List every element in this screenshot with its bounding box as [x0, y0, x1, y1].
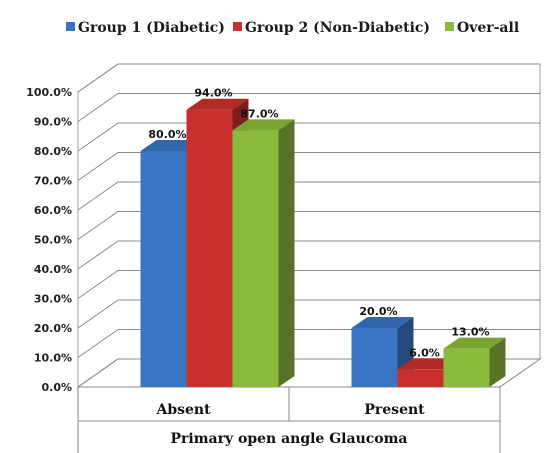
y-tick-label: 40.0%: [34, 263, 72, 276]
gridline: [77, 299, 540, 329]
legend-label: Group 1 (Diabetic): [78, 20, 225, 36]
y-tick-label: 50.0%: [34, 234, 72, 247]
legend-item: Over-all: [445, 20, 519, 36]
y-tick-label: 30.0%: [34, 293, 72, 306]
legend-item: Group 1 (Diabetic): [66, 20, 225, 36]
data-label: 13.0%: [451, 326, 489, 339]
data-label: 87.0%: [240, 107, 278, 120]
data-label: 94.0%: [194, 87, 232, 100]
legend-swatch: [445, 22, 454, 31]
bar-top: [186, 98, 249, 110]
legend-swatch: [66, 22, 75, 31]
y-tick-label: 0.0%: [41, 381, 72, 394]
legend-swatch: [233, 22, 242, 31]
y-tick-label: 90.0%: [34, 116, 72, 129]
gridline: [77, 122, 540, 152]
y-tick-label: 80.0%: [34, 145, 72, 158]
bar-front: [351, 328, 398, 387]
y-tick-label: 10.0%: [34, 352, 72, 365]
y-tick-label: 60.0%: [34, 204, 72, 217]
bar-side: [489, 337, 506, 387]
bar-top: [232, 119, 295, 131]
x-category-label: Absent: [155, 402, 211, 418]
gridline: [77, 181, 540, 211]
bar-top: [351, 317, 414, 328]
bar: [443, 337, 506, 387]
data-label: 6.0%: [409, 346, 440, 359]
y-tick-label: 100.0%: [26, 86, 72, 99]
legend-label: Group 2 (Non-Diabetic): [245, 20, 430, 36]
bar-front: [232, 130, 279, 387]
y-tick-label: 70.0%: [34, 175, 72, 188]
gridline: [77, 63, 540, 93]
bar-front: [397, 369, 444, 387]
bar-side: [278, 119, 295, 387]
bar-top: [443, 337, 506, 349]
legend-label: Over-all: [457, 20, 519, 36]
bar: [232, 119, 295, 387]
bars: [140, 98, 506, 387]
legend-item: Group 2 (Non-Diabetic): [233, 20, 430, 36]
data-label: 80.0%: [148, 128, 186, 141]
x-axis: Absent Present Primary open angle Glaucoma: [77, 387, 501, 453]
gridline: [77, 270, 540, 299]
bar-front: [186, 109, 233, 387]
x-category-label: Present: [364, 402, 425, 418]
gridline: [77, 93, 540, 122]
bar-front: [443, 348, 490, 387]
data-label: 20.0%: [359, 305, 397, 318]
x-axis-title: Primary open angle Glaucoma: [171, 431, 408, 447]
bar-front: [140, 151, 187, 387]
gridline: [77, 240, 540, 270]
gridline: [77, 152, 540, 181]
y-tick-label: 20.0%: [34, 322, 72, 335]
legend: Group 1 (Diabetic) Group 2 (Non-Diabetic)…: [66, 20, 519, 36]
data-labels: 80.0% 94.0% 87.0% 20.0% 6.0% 13.0%: [148, 87, 489, 360]
gridline: [77, 211, 540, 240]
y-axis-ticks: 0.0% 10.0% 20.0% 30.0% 40.0% 50.0% 60.0% 70.0% 8…: [26, 86, 72, 394]
